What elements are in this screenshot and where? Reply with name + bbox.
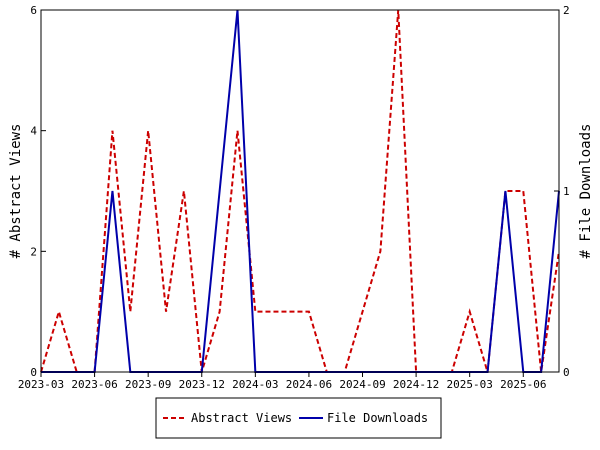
series-line-abstract-views xyxy=(40,9,560,373)
left-y-tick-label-0: 0 xyxy=(30,366,37,379)
x-tick-label-2025-06: 2025-06 xyxy=(500,378,546,391)
x-tick-label-2023-06: 2023-06 xyxy=(71,378,117,391)
left-axis-title: # Abstract Views xyxy=(8,124,24,259)
x-tick-label-2024-03: 2024-03 xyxy=(232,378,278,391)
legend: Abstract Views File Downloads xyxy=(155,397,442,439)
legend-label-abstract-views: Abstract Views xyxy=(191,411,292,425)
x-tick-label-2023-03: 2023-03 xyxy=(18,378,64,391)
x-tick-label-2025-03: 2025-03 xyxy=(447,378,493,391)
series-line-file-downloads xyxy=(41,9,560,373)
right-y-tick-label-0: 0 xyxy=(563,366,570,379)
right-y-tick-label-1: 1 xyxy=(563,185,570,198)
right-y-tick-label-2: 2 xyxy=(563,4,570,17)
axes: 2023-03 2023-06 2023-09 2023-12 2024-03 2024-… xyxy=(18,4,570,391)
left-y-tick-label-2: 2 xyxy=(30,245,37,258)
plot-frame xyxy=(40,9,560,373)
right-axis-title: # File Downloads xyxy=(578,124,594,259)
x-tick-label-2023-12: 2023-12 xyxy=(179,378,225,391)
plot-area xyxy=(40,9,560,373)
legend-label-file-downloads: File Downloads xyxy=(327,411,428,425)
x-tick-label-2024-06: 2024-06 xyxy=(286,378,332,391)
legend-box xyxy=(155,397,442,439)
x-tick-label-2023-09: 2023-09 xyxy=(125,378,171,391)
left-y-tick-label-4: 4 xyxy=(30,125,37,138)
x-tick-label-2024-12: 2024-12 xyxy=(393,378,439,391)
left-y-tick-label-6: 6 xyxy=(30,4,37,17)
x-tick-label-2024-09: 2024-09 xyxy=(339,378,385,391)
